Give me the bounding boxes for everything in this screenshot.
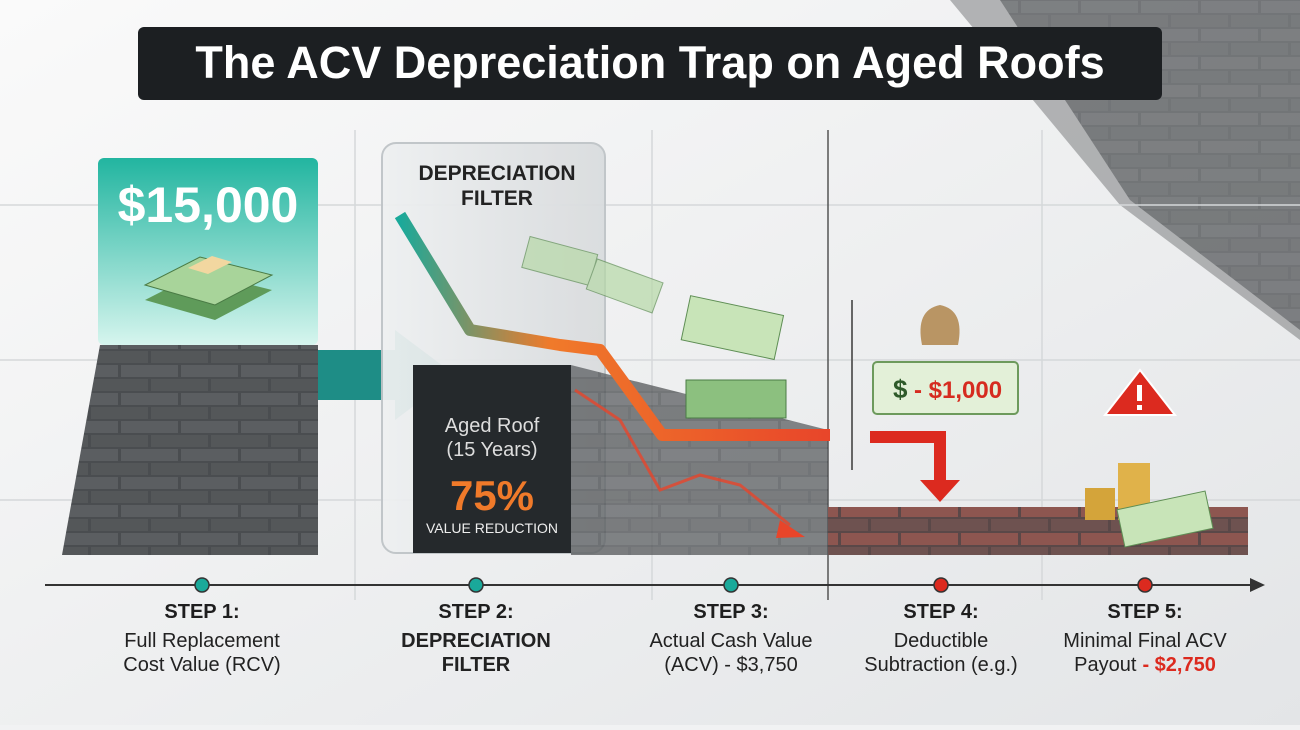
flying-cash <box>521 235 664 314</box>
value-line <box>394 211 830 441</box>
step-label: STEP 4: <box>903 601 978 623</box>
step-dot <box>933 577 949 593</box>
band <box>188 256 232 274</box>
drop-line <box>574 388 791 527</box>
step-dot <box>194 577 210 593</box>
payout-amount: - $2,750 <box>1142 654 1215 676</box>
step-dot <box>1137 577 1153 593</box>
cash <box>1116 490 1214 548</box>
coins <box>1085 488 1115 520</box>
step-label: STEP 3: <box>693 601 768 623</box>
step-line: Subtraction (e.g.) <box>864 654 1017 676</box>
roof-age: (15 Years) <box>446 439 537 461</box>
step-label: STEP 1: <box>164 601 239 623</box>
deductible-arrow <box>870 431 946 485</box>
dollar-sign: $ <box>893 374 908 404</box>
warning-mark <box>1137 385 1142 401</box>
step-label: STEP 5: <box>1107 601 1182 623</box>
roof <box>571 365 828 555</box>
step-dot <box>723 577 739 593</box>
deductible-bill <box>872 361 1019 415</box>
money-bag <box>920 305 960 345</box>
rcv-amount: $15,000 <box>118 177 299 233</box>
cash-stack <box>143 256 274 320</box>
step-line: Payout <box>1074 654 1137 676</box>
step-dot <box>468 577 484 593</box>
cash-stack <box>685 379 787 419</box>
deductible-amount: - $1,000 <box>914 377 1002 404</box>
percent: 75% <box>450 472 534 519</box>
filter-title: FILTER <box>461 187 533 210</box>
title: The ACV Depreciation Trap on Aged Roofs <box>195 37 1104 88</box>
arrowhead <box>920 480 960 502</box>
roof-age: Aged Roof <box>445 415 540 437</box>
roof <box>62 345 318 555</box>
step-line: FILTER <box>442 654 511 676</box>
filter-dark <box>413 365 571 553</box>
step-line: Actual Cash Value <box>649 630 812 652</box>
percent-caption: VALUE REDUCTION <box>426 520 558 536</box>
timeline-arrow <box>1250 578 1265 592</box>
step-line: Payout - $2,750 <box>1074 654 1216 676</box>
warning-mark <box>1137 405 1142 410</box>
cash <box>585 258 664 314</box>
title-bg <box>138 27 1162 100</box>
cash <box>680 295 785 361</box>
arrowhead <box>776 520 805 538</box>
step-label: STEP 2: <box>438 601 513 623</box>
step-line: (ACV) - $3,750 <box>664 654 797 676</box>
step-line: Deductible <box>894 630 989 652</box>
step-line: DEPRECIATION <box>401 630 551 652</box>
step-line: Minimal Final ACV <box>1063 630 1227 652</box>
filter-title: DEPRECIATION <box>418 162 575 185</box>
step-line: Full Replacement <box>124 630 280 652</box>
step-line: Cost Value (RCV) <box>123 654 280 676</box>
cash <box>143 256 274 306</box>
